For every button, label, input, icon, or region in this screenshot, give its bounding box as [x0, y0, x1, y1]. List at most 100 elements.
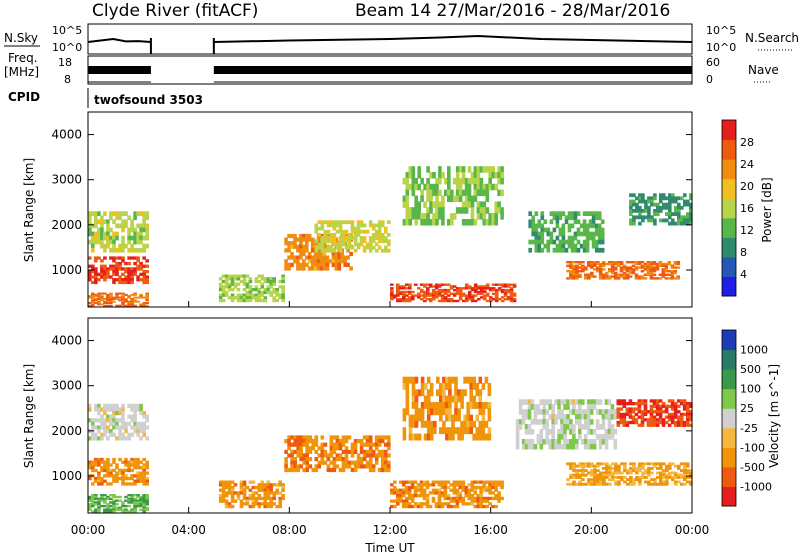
- vel-blobs-cell: [341, 449, 346, 454]
- vel-blobs-cell: [112, 418, 116, 423]
- power-blobs-cell: [353, 233, 358, 237]
- vel-blobs-cell: [500, 496, 504, 501]
- power-blobs-cell: [528, 219, 532, 225]
- vel-blobs-cell: [470, 494, 475, 498]
- vel-blobs-cell: [488, 496, 492, 501]
- power-blobs-cell: [677, 205, 681, 210]
- vel-blobs-cell: [637, 415, 642, 419]
- power-blobs-cell: [414, 183, 418, 191]
- power-blobs-cell: [531, 231, 535, 237]
- vel-blobs-cell: [593, 473, 597, 477]
- power-blobs-cell: [638, 199, 642, 204]
- power-blobs-cell: [417, 287, 421, 290]
- power-blobs-cell: [334, 237, 339, 242]
- vel-blobs-cell: [106, 474, 110, 478]
- vel-blobs-cell: [569, 464, 573, 468]
- vel-blobs-cell: [365, 449, 370, 454]
- vel-blobs-cell: [644, 469, 648, 473]
- vel-blobs-cell: [305, 464, 309, 469]
- power-blobs-cell: [377, 236, 382, 240]
- vel-blobs-cell: [646, 410, 651, 414]
- vel-blobs-cell: [302, 467, 306, 473]
- power-blobs-cell: [371, 245, 376, 250]
- vel-blobs-cell: [429, 420, 434, 428]
- power-blobs-cell: [390, 294, 394, 297]
- power-blobs-cell: [634, 268, 639, 271]
- power-blobs-cell: [628, 275, 633, 278]
- power-blobs-cell: [331, 259, 336, 264]
- vel-blobs-cell: [387, 435, 391, 440]
- power-blobs-cell: [380, 233, 385, 237]
- vel-blobs-cell: [230, 480, 235, 484]
- vel-blobs-cell: [308, 464, 313, 469]
- vel-blobs-cell: [106, 463, 110, 467]
- power-blobs-cell: [585, 239, 590, 245]
- power-blobs-cell: [118, 278, 122, 282]
- power-blobs-cell: [668, 209, 672, 213]
- power-blobs-cell: [437, 288, 442, 292]
- power-blobs-cell: [576, 219, 581, 225]
- power-blobs-cell: [488, 172, 492, 179]
- vel-blobs-cell: [284, 460, 288, 465]
- power-blobs-cell: [236, 282, 241, 286]
- vel-blobs-cell: [130, 460, 134, 464]
- vel-blobs-cell: [641, 464, 645, 468]
- vel-blobs-cell: [587, 480, 591, 484]
- power-blobs-cell: [659, 205, 663, 210]
- vel-blobs-cell: [290, 442, 294, 447]
- power-blobs-cell: [103, 298, 107, 300]
- vel-blobs-cell: [440, 502, 445, 506]
- power-blobs-cell: [338, 242, 343, 247]
- power-blobs-cell: [441, 172, 445, 179]
- vel-blobs-cell: [278, 491, 282, 495]
- vel-blobs-cell: [563, 424, 567, 430]
- vel-blobs-cell: [94, 479, 98, 483]
- vel-blobs-cell: [448, 395, 452, 403]
- power-blobs-cell: [218, 288, 223, 292]
- power-blobs-cell: [329, 239, 334, 244]
- power-blobs-cell: [322, 244, 327, 249]
- power-blobs-cell: [426, 294, 430, 297]
- power-blobs-cell: [534, 247, 539, 253]
- power-blobs-cell: [613, 268, 618, 271]
- vel-blobs-cell: [689, 476, 693, 479]
- power-blobs-cell: [272, 282, 276, 286]
- vel-blobs-cell: [572, 399, 576, 405]
- power-blobs-cell: [634, 262, 639, 266]
- velocity-colorbar-frame: [721, 329, 737, 507]
- power-blobs-cell: [115, 296, 119, 299]
- vel-blobs-cell: [390, 491, 394, 495]
- power-blobs-cell: [494, 219, 498, 226]
- vel-blobs-cell: [683, 464, 687, 468]
- power-blobs-cell: [638, 193, 642, 198]
- power-blobs-cell: [414, 283, 418, 286]
- vel-blobs-cell: [671, 478, 675, 482]
- power-blobs-cell: [362, 223, 367, 228]
- vel-blobs-cell: [442, 427, 446, 435]
- vel-blobs-cell: [622, 415, 627, 419]
- power-blobs-cell: [109, 267, 113, 271]
- power-blobs-cell: [590, 264, 594, 267]
- vel-blobs-cell: [94, 510, 98, 513]
- vel-blobs-cell: [485, 499, 489, 503]
- power-blobs-cell: [500, 290, 505, 294]
- vel-blobs-cell: [139, 474, 143, 478]
- power-blobs-cell: [491, 287, 496, 290]
- vel-blobs-cell: [109, 497, 113, 501]
- power-blobs-cell: [368, 223, 373, 228]
- vel-blobs-cell: [100, 495, 104, 499]
- power-blobs-cell: [549, 235, 554, 241]
- power-blobs-cell: [284, 266, 288, 271]
- power-blobs-cell: [97, 296, 101, 299]
- power-blobs-cell: [275, 290, 279, 295]
- power-blobs-cell: [368, 239, 373, 244]
- power-blobs-cell: [287, 255, 291, 260]
- power-blobs-cell: [359, 236, 364, 240]
- vel-blobs-cell: [587, 478, 591, 482]
- power-blobs-cell: [625, 273, 630, 276]
- power-blobs-cell: [579, 223, 584, 229]
- vel-blobs-cell: [587, 462, 591, 466]
- power-blobs-cell: [281, 288, 285, 292]
- power-blobs-cell: [497, 288, 502, 292]
